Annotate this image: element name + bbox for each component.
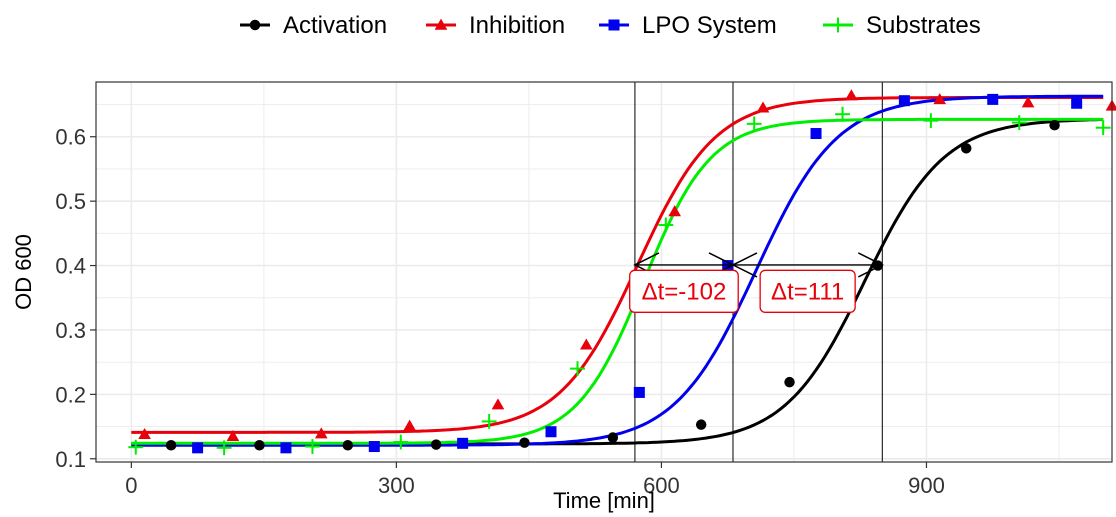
data-point <box>216 440 232 456</box>
data-point <box>545 426 557 438</box>
data-point <box>756 101 770 113</box>
data-points <box>128 89 1116 456</box>
y-tick-label: 0.6 <box>55 125 86 150</box>
data-point <box>845 89 858 101</box>
legend-label: LPO System <box>642 12 777 39</box>
data-point <box>835 106 850 122</box>
x-tick-label: 600 <box>643 473 680 498</box>
data-point <box>226 429 240 441</box>
data-point <box>1011 115 1027 131</box>
y-axis-title: OD 600 <box>11 234 36 310</box>
data-point <box>987 93 999 105</box>
data-point <box>658 217 674 233</box>
data-point <box>1071 97 1083 109</box>
interval-label-box <box>759 269 856 313</box>
data-point <box>305 439 320 454</box>
data-point <box>1021 96 1035 108</box>
data-point <box>784 376 795 388</box>
data-point <box>570 361 585 377</box>
x-axis-title: Time [min] <box>553 488 655 513</box>
interval-label: Δt=111 <box>771 278 844 305</box>
interval-annotations: Δt=-102 Δt=111 <box>629 252 884 313</box>
data-point <box>342 440 354 451</box>
data-point <box>430 439 442 450</box>
data-point <box>481 413 497 429</box>
legend-key-marker <box>830 17 846 33</box>
data-point <box>933 93 947 105</box>
legend-item: Substrates <box>823 12 981 39</box>
legend-label: Activation <box>283 12 387 39</box>
data-point <box>668 205 682 217</box>
data-point <box>961 143 972 154</box>
plot-background <box>96 82 1112 462</box>
legend-key-marker <box>608 19 620 31</box>
y-tick-label: 0.2 <box>55 382 86 407</box>
x-tick-label: 0 <box>125 473 137 498</box>
arrowhead <box>731 252 758 278</box>
plot-border <box>95 81 1113 463</box>
data-point <box>314 427 328 439</box>
arrowhead <box>857 252 884 278</box>
data-point <box>519 437 530 448</box>
data-point <box>898 95 910 107</box>
y-tick-label: 0.5 <box>55 189 86 214</box>
data-point <box>1049 119 1060 131</box>
data-point <box>138 427 151 440</box>
legend-item: Activation <box>240 12 387 39</box>
y-tick-label: 0.3 <box>55 318 86 343</box>
data-point <box>746 116 762 132</box>
data-point <box>633 386 645 398</box>
y-tick-label: 0.1 <box>55 447 86 472</box>
data-point <box>1095 120 1111 136</box>
y-tick-label: 0.4 <box>55 254 86 279</box>
legend-key-marker <box>249 19 261 31</box>
interval-label: Δt=-102 <box>642 278 727 305</box>
data-point <box>254 440 265 451</box>
x-tick-label: 300 <box>378 473 415 498</box>
data-point <box>280 442 292 454</box>
interval-label-box <box>629 269 739 313</box>
data-point <box>810 128 822 140</box>
legend-item: Inhibition <box>426 12 565 39</box>
data-point <box>192 442 204 454</box>
data-point <box>1105 99 1116 111</box>
data-point <box>393 434 409 450</box>
data-point <box>607 432 619 443</box>
axis-ticks: 0 300 600 900 0.1 0.2 0.3 0.4 0.5 0.6 <box>55 125 944 498</box>
data-point <box>128 439 144 455</box>
data-point <box>368 441 380 453</box>
legend: Activation Inhibition LPO System Substrates <box>240 12 981 39</box>
legend-label: Substrates <box>866 12 981 39</box>
data-point <box>165 440 177 451</box>
data-point <box>491 398 505 410</box>
data-point <box>580 338 593 350</box>
legend-label: Inhibition <box>469 12 565 39</box>
data-point <box>403 419 416 431</box>
data-point <box>695 419 707 430</box>
x-tick-label: 900 <box>908 473 945 498</box>
legend-key-marker <box>434 18 448 30</box>
legend-item: LPO System <box>599 12 777 39</box>
data-point <box>457 437 469 449</box>
fit-curve <box>131 117 1104 445</box>
data-point <box>923 113 939 129</box>
